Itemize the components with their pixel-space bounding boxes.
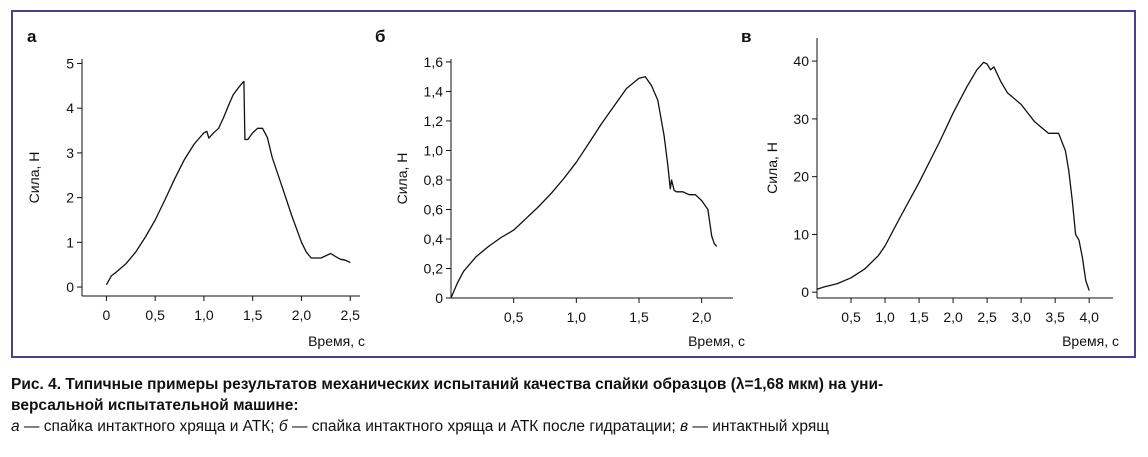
chart-1-y-tick-label: 4 [66, 100, 74, 116]
legend-c-text: — интактный хрящ [688, 418, 830, 435]
chart-1-x-tick-label: 1,5 [243, 307, 263, 323]
chart-3-x-tick-label: 2,5 [977, 309, 997, 325]
chart-2-x-tick-label: 2,0 [692, 309, 712, 325]
chart-2-y-tick-label: 1,2 [424, 113, 444, 129]
chart-3-x-tick-label: 0,5 [841, 309, 861, 325]
chart-3-y-axis-title: Сила, Н [764, 142, 780, 194]
chart-3-y-tick-label: 40 [793, 53, 809, 69]
chart-2-panel-letter: б [375, 27, 386, 46]
legend-b-text: — спайка интактного хряща и АТК после ги… [287, 418, 680, 435]
chart-3-y-tick-label: 0 [801, 284, 809, 300]
chart-1-x-tick-label: 2,5 [341, 307, 361, 323]
chart-2-x-tick-label: 0,5 [504, 309, 524, 325]
legend-a-letter: а [11, 418, 20, 435]
chart-1-y-axis-title: Сила, Н [26, 152, 42, 204]
chart-2-x-axis-title: Время, с [688, 333, 745, 349]
legend-c-letter: в [679, 418, 689, 435]
caption-line-1: Рис. 4. Типичные примеры результатов мех… [11, 376, 884, 393]
chart-2-x-tick-label: 1,0 [567, 309, 587, 325]
chart-1-x-tick-label: 2,0 [292, 307, 312, 323]
chart-1-x-axis-title: Время, с [308, 333, 365, 349]
chart-3-x-tick-label: 4,0 [1079, 309, 1099, 325]
chart-2-y-tick-label: 1,4 [424, 83, 444, 99]
caption-legend: а — спайка интактного хряща и АТК; б — с… [11, 416, 1136, 437]
chart-1-y-tick-label: 5 [66, 55, 74, 71]
chart-1-x-tick-label: 1,0 [194, 307, 214, 323]
chart-3-y-tick-label: 20 [793, 169, 809, 185]
chart-3-panel-letter: в [741, 27, 751, 46]
chart-1-x-tick-label: 0 [102, 307, 110, 323]
chart-2-series-line-1 [450, 76, 718, 299]
chart-3-y-tick-label: 30 [793, 111, 809, 127]
charts-canvas: а 0 1 2 3 4 5 0 0,5 1,0 1,5 2,0 2,5 Сила, Н Время, с б 0… [26, 27, 1119, 349]
figure-caption: Рис. 4. Типичные примеры результатов мех… [11, 374, 1136, 437]
chart-2-y-tick-label: 1,6 [424, 54, 444, 70]
chart-1-series-line-1 [105, 80, 351, 286]
chart-3-x-tick-label: 3,0 [1011, 309, 1031, 325]
chart-2-y-axis-title: Сила, Н [394, 153, 410, 205]
legend-a-text: — спайка интактного хряща и АТК; [19, 418, 279, 435]
chart-3-x-tick-label: 1,5 [909, 309, 929, 325]
chart-3-x-tick-label: 2,0 [943, 309, 963, 325]
chart-3-series-line-1 [816, 61, 1090, 291]
legend-b-letter: б [278, 418, 288, 435]
chart-2-x-tick-label: 1,5 [629, 309, 649, 325]
chart-2-y-tick-label: 0 [435, 290, 443, 306]
chart-3-x-axis-title: Время, с [1062, 333, 1119, 349]
chart-3-x-tick-label: 3,5 [1045, 309, 1065, 325]
figure-frame: а 0 1 2 3 4 5 0 0,5 1,0 1,5 2,0 2,5 Сила, Н Время, с б 0… [11, 10, 1136, 358]
chart-1-y-tick-label: 0 [66, 279, 74, 295]
chart-1-x-tick-label: 0,5 [145, 307, 165, 323]
chart-1-y-tick-label: 2 [66, 190, 74, 206]
chart-3-x-tick-label: 1,0 [875, 309, 895, 325]
chart-1-y-tick-label: 3 [66, 145, 74, 161]
chart-2-y-tick-label: 0,2 [424, 260, 444, 276]
chart-2-y-tick-label: 0,6 [424, 201, 444, 217]
chart-2-y-tick-label: 0,8 [424, 172, 444, 188]
chart-2-y-tick-label: 1,0 [424, 142, 444, 158]
chart-2-y-tick-label: 0,4 [424, 231, 444, 247]
chart-1-y-tick-label: 1 [66, 234, 74, 250]
caption-line-2: версальной испытательной машине: [11, 397, 299, 414]
chart-3-y-tick-label: 10 [793, 226, 809, 242]
chart-1-panel-letter: а [27, 27, 37, 46]
